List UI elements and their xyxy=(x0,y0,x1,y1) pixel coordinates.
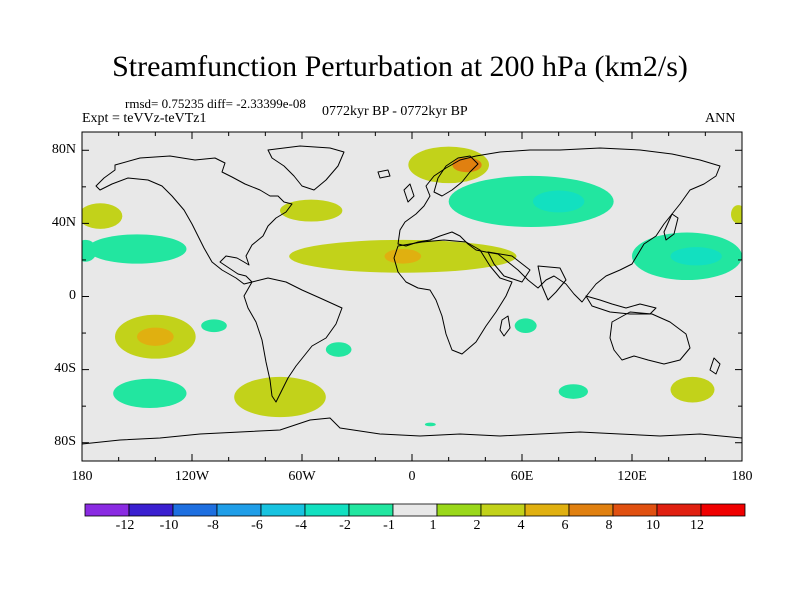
colorbar-swatch xyxy=(260,503,306,517)
contour-sahara-core-positive xyxy=(384,248,422,264)
period-label: 0772kyr BP - 0772kyr BP xyxy=(322,104,468,119)
colorbar-swatch xyxy=(304,503,350,517)
coastline-south-america xyxy=(243,277,343,403)
lat-tick-80n: 80N xyxy=(51,142,76,157)
contour-pacific-west-edge-negative xyxy=(82,239,97,262)
contour-north-america-east-positive xyxy=(280,199,343,222)
contour-small-negative-1 xyxy=(201,319,227,333)
contour-indian-ocean-negative xyxy=(514,318,537,334)
colorbar-swatch xyxy=(128,503,174,517)
lat-tick-0: 0 xyxy=(69,288,76,303)
lat-tick-80s: 80S xyxy=(54,434,76,449)
colorbar-swatch xyxy=(348,503,394,517)
coastline-north-america xyxy=(95,155,293,285)
map-background xyxy=(82,132,742,461)
contour-small-negative-2 xyxy=(325,342,352,357)
coastline-arabia xyxy=(487,251,531,283)
colorbar-label: 12 xyxy=(690,518,704,533)
colorbar-label: 2 xyxy=(473,518,481,533)
lat-tick-40s: 40S xyxy=(54,361,76,376)
coastline-uk xyxy=(403,183,415,203)
coastline-antarctica xyxy=(82,417,742,445)
coastline-japan xyxy=(663,213,679,241)
lon-tick-180w: 180 xyxy=(71,469,93,484)
colorbar-label: -12 xyxy=(115,518,135,533)
colorbar-swatch xyxy=(172,503,218,517)
colorbar-label: 10 xyxy=(646,518,660,533)
axis-ticks xyxy=(81,132,743,461)
colorbar-swatch xyxy=(436,503,482,517)
colorbar-swatch xyxy=(612,503,658,517)
colorbar xyxy=(84,503,746,517)
coastline-indonesia xyxy=(585,295,657,315)
lat-tick-40n: 40N xyxy=(51,215,76,230)
coastline-australia xyxy=(609,311,691,365)
stats-line: rmsd= 0.75235 diff= -2.33399e-08 xyxy=(125,96,306,111)
coastline-africa xyxy=(393,239,513,355)
colorbar-swatch xyxy=(656,503,702,517)
season-label: ANN xyxy=(705,111,736,126)
lon-tick-60e: 60E xyxy=(510,469,534,484)
colorbar-label: -8 xyxy=(207,518,219,533)
colorbar-label: 1 xyxy=(429,518,437,533)
colorbar-swatch xyxy=(700,503,746,517)
contour-fill-layer xyxy=(82,146,742,427)
coastline-greenland xyxy=(267,145,345,191)
coastline-iceland xyxy=(377,169,391,179)
colorbar-swatch xyxy=(216,503,262,517)
coastline-eurasia xyxy=(397,147,721,303)
plot-title: Streamfunction Perturbation at 200 hPa (… xyxy=(112,50,688,83)
colorbar-swatch xyxy=(392,503,438,517)
coastline-new-zealand xyxy=(709,357,721,375)
coastline-scandinavia xyxy=(433,155,479,197)
contour-new-zealand-positive xyxy=(670,376,715,403)
colorbar-label: -1 xyxy=(383,518,395,533)
colorbar-label: 4 xyxy=(517,518,525,533)
contour-north-pacific-east-positive xyxy=(82,203,123,229)
contour-siberia-negative xyxy=(448,175,614,228)
colorbar-swatch xyxy=(524,503,570,517)
colorbar-label: -6 xyxy=(251,518,263,533)
colorbar-label: 8 xyxy=(605,518,613,533)
contour-antarctic-tiny-negative xyxy=(424,422,436,427)
contour-south-america-positive xyxy=(234,376,326,418)
lon-tick-120w: 120W xyxy=(174,469,210,484)
colorbar-swatch xyxy=(480,503,526,517)
lon-tick-0: 0 xyxy=(408,469,416,484)
coastline-madagascar xyxy=(499,315,511,337)
contour-pacific-subtropic-negative xyxy=(87,234,187,264)
coastline-layer xyxy=(82,145,742,445)
colorbar-label: -4 xyxy=(295,518,307,533)
contour-south-pacific-negative xyxy=(113,378,187,408)
colorbar-swatch xyxy=(84,503,130,517)
contour-western-pacific-core-negative xyxy=(670,247,722,266)
coastline-india xyxy=(537,265,567,301)
contour-dateline-east-positive xyxy=(731,205,742,224)
contour-south-pacific-core-positive xyxy=(137,327,174,346)
colorbar-swatch xyxy=(568,503,614,517)
experiment-label: Expt = teVVz-teVTz1 xyxy=(82,111,207,126)
colorbar-label: -10 xyxy=(159,518,179,533)
contour-siberia-core-negative xyxy=(533,190,585,213)
colorbar-label: 6 xyxy=(561,518,569,533)
lon-tick-120e: 120E xyxy=(617,469,647,484)
lon-tick-180e: 180 xyxy=(731,469,753,484)
lon-tick-60w: 60W xyxy=(288,469,316,484)
colorbar-label: -2 xyxy=(339,518,351,533)
contour-southern-ocean-negative xyxy=(558,384,588,399)
contour-scandinavia-core-positive xyxy=(452,157,482,173)
